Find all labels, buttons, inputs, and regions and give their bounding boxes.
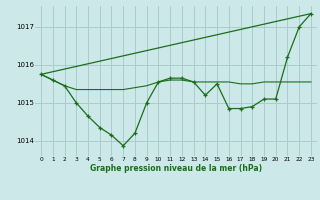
X-axis label: Graphe pression niveau de la mer (hPa): Graphe pression niveau de la mer (hPa) <box>90 164 262 173</box>
